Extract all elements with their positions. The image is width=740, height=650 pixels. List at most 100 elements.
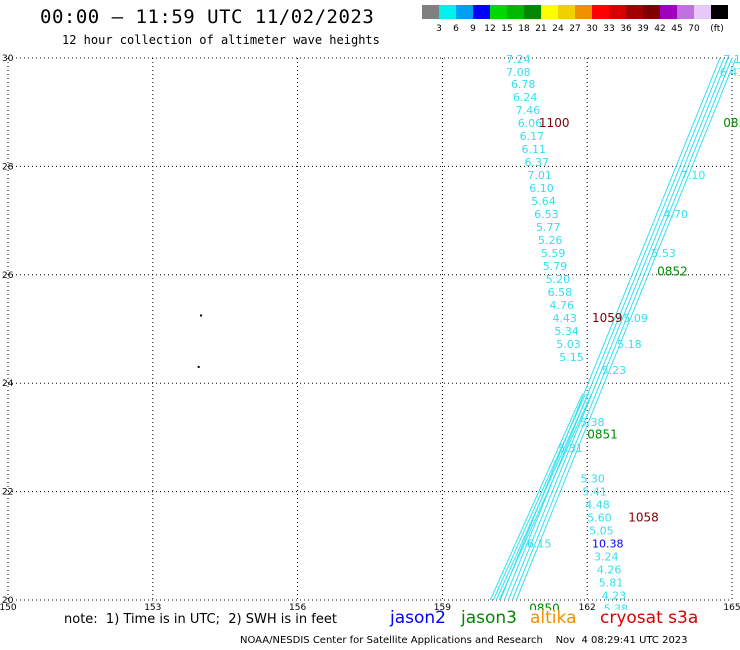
legend-swatch	[507, 5, 524, 19]
x-tick-label: 153	[144, 603, 161, 610]
wave-height-label: 5.09	[623, 312, 648, 325]
legend-swatch	[711, 5, 728, 19]
y-tick-label: 26	[2, 271, 14, 281]
track-line	[507, 57, 729, 601]
island-dot	[197, 365, 200, 368]
legend-label: 42	[654, 24, 665, 34]
wave-height-label: 5.26	[538, 234, 563, 247]
legend-swatch	[524, 5, 541, 19]
wave-height-label: 6.24	[513, 91, 538, 104]
wave-height-label: 6.58	[548, 286, 573, 299]
wave-height-label: 5.18	[617, 338, 642, 351]
wave-height-label: 5.53	[651, 247, 676, 260]
wave-height-label: 6.53	[534, 208, 559, 221]
wave-height-label: 4.76	[550, 299, 575, 312]
wave-height-label: 5.41	[582, 486, 607, 499]
legend-swatch	[558, 5, 575, 19]
track-line	[503, 57, 725, 601]
wave-height-label: 4.70	[663, 208, 688, 221]
wave-height-label: 5.03	[556, 338, 581, 351]
wave-height-label: 5.34	[554, 325, 579, 338]
legend-label: 21	[535, 24, 546, 34]
wave-height-label: 1100	[539, 116, 570, 130]
legend-label: 30	[586, 24, 598, 34]
wave-height-label: 6.10	[529, 182, 554, 195]
legend-swatch	[694, 5, 711, 19]
wave-height-label: 5.38	[604, 603, 629, 610]
legend-label: 45	[671, 24, 682, 34]
wave-height-label: 5.59	[541, 247, 566, 260]
wave-height-label: 0853	[723, 116, 740, 130]
wave-height-label: 5.20	[546, 273, 571, 286]
legend-swatch	[643, 5, 660, 19]
legend-swatch	[609, 5, 626, 19]
wave-height-label: 0851	[587, 428, 618, 442]
wave-height-label: 4.48	[585, 499, 610, 512]
wave-height-label: 7.01	[527, 169, 552, 182]
wave-height-label: 6.11	[522, 143, 547, 156]
wave-height-label: 0850	[529, 602, 560, 610]
wave-height-label: 4.43	[552, 312, 577, 325]
track-line	[498, 393, 592, 601]
wave-height-label: 5.64	[531, 195, 556, 208]
wave-height-label: 4.26	[597, 564, 622, 577]
wave-height-label: 6.06	[518, 117, 543, 130]
wave-height-label: 0852	[657, 265, 688, 279]
y-tick-label: 22	[2, 488, 13, 498]
wave-height-label: 5.79	[543, 260, 568, 273]
footer-note: note: 1) Time is in UTC; 2) SWH is in fe…	[64, 612, 337, 627]
legend-swatch	[456, 5, 473, 19]
legend-swatch	[677, 5, 694, 19]
legend-swatch	[422, 5, 439, 19]
legend-label: 6	[453, 24, 459, 34]
color-legend: 3 6 9 12 15 18 21 24 27 30 33 36 39 42 45 70 (ft)	[422, 5, 728, 34]
wave-height-label: 6.78	[511, 78, 536, 91]
legend-label: 70	[688, 24, 700, 34]
legend-label: 39	[637, 24, 649, 34]
legend-swatch	[575, 5, 592, 19]
wave-height-label: 6.43	[720, 66, 740, 79]
wave-height-label: 5.38	[580, 416, 605, 429]
wave-height-label: 7.13	[723, 53, 740, 66]
legend-label: 12	[484, 24, 495, 34]
wave-height-label: 7.10	[681, 169, 706, 182]
wave-height-label: 5.15	[559, 351, 584, 364]
wave-height-label: 1059	[592, 311, 623, 325]
wave-height-label: 7.24	[506, 53, 531, 66]
x-tick-label: 150	[0, 603, 17, 610]
x-tick-label: 162	[579, 603, 596, 610]
legend-label: 24	[552, 24, 564, 34]
legend-swatch	[660, 5, 677, 19]
legend-label: 3	[436, 24, 442, 34]
legend-swatch	[490, 5, 507, 19]
track-line	[515, 57, 737, 601]
page-subtitle: 12 hour collection of altimeter wave hei…	[62, 33, 380, 47]
x-tick-label: 165	[723, 603, 740, 610]
track-line	[495, 393, 589, 601]
y-tick-label: 30	[2, 54, 14, 64]
legend-swatch	[473, 5, 490, 19]
page-title: 00:00 – 11:59 UTC 11/02/2023	[40, 6, 375, 28]
satellite-jason2: jason2	[390, 608, 446, 628]
wave-height-label: 1058	[628, 511, 659, 525]
y-tick-label: 28	[2, 162, 14, 172]
footer-credit: NOAA/NESDIS Center for Satellite Applica…	[240, 635, 688, 646]
satellite-altika: altika	[530, 608, 577, 628]
wave-height-label: 5.05	[589, 525, 614, 538]
y-tick-label: 24	[2, 379, 14, 389]
wave-height-label: 5.31	[558, 442, 583, 455]
satellite-cryosat-s3a: cryosat s3a	[600, 608, 699, 628]
legend-label: 27	[569, 24, 580, 34]
wave-height-label: 10.38	[592, 538, 624, 551]
wave-height-label: 6.17	[520, 130, 545, 143]
wave-height-label: 4.23	[602, 590, 627, 603]
legend-label: 9	[470, 24, 476, 34]
island-dot	[200, 314, 203, 317]
wave-height-label: 6.37	[524, 156, 549, 169]
legend-unit: (ft)	[710, 24, 724, 34]
wave-height-label: 5.60	[587, 512, 612, 525]
wave-height-label: 7.08	[506, 66, 531, 79]
wave-height-label: 5.77	[536, 221, 561, 234]
legend-swatch	[541, 5, 558, 19]
